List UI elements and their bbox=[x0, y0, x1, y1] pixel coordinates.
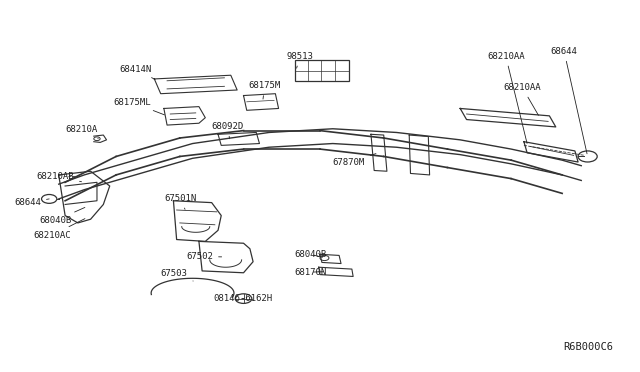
Text: 68644: 68644 bbox=[550, 47, 587, 154]
Text: 68210A: 68210A bbox=[65, 125, 99, 139]
Text: 68414N: 68414N bbox=[119, 64, 155, 80]
Text: 68175ML: 68175ML bbox=[113, 98, 164, 115]
Text: 08146-6162H: 08146-6162H bbox=[213, 294, 272, 303]
Text: 68175M: 68175M bbox=[248, 81, 281, 99]
Text: 68092D: 68092D bbox=[212, 122, 244, 139]
Text: 68210AA: 68210AA bbox=[504, 83, 541, 115]
Text: 67501N: 67501N bbox=[164, 194, 196, 209]
Text: 67870M: 67870M bbox=[333, 154, 376, 167]
Text: 68040B: 68040B bbox=[294, 250, 327, 259]
Text: 68040B: 68040B bbox=[40, 208, 85, 225]
FancyBboxPatch shape bbox=[294, 61, 349, 81]
Text: 67502: 67502 bbox=[186, 252, 221, 261]
Text: 68210AB: 68210AB bbox=[36, 171, 81, 182]
Text: R6B000C6: R6B000C6 bbox=[563, 342, 613, 352]
Text: 67503: 67503 bbox=[161, 269, 193, 281]
Text: 98513: 98513 bbox=[287, 52, 314, 68]
Text: 68210AC: 68210AC bbox=[33, 219, 85, 240]
Text: 68210AA: 68210AA bbox=[487, 52, 527, 144]
Text: 68170N: 68170N bbox=[294, 267, 327, 277]
Text: 68644: 68644 bbox=[14, 198, 49, 207]
